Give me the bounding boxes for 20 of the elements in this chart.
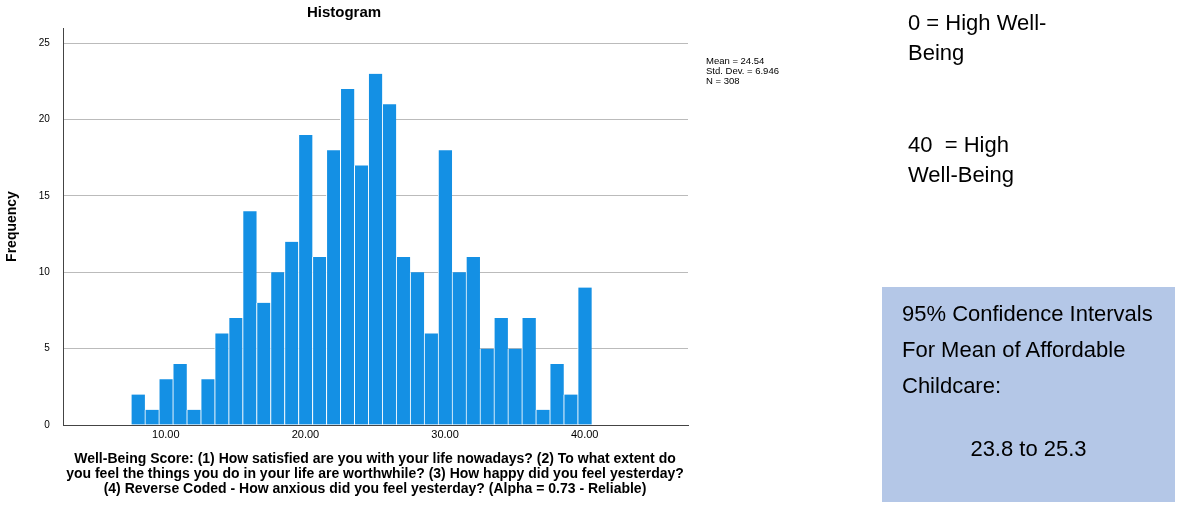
- chart-title: Histogram: [306, 3, 382, 21]
- x-tick-label: 20.00: [291, 427, 320, 440]
- y-tick-label: 10: [38, 266, 51, 278]
- y-tick-label: 25: [38, 37, 51, 49]
- x-tick-label: 10.00: [152, 427, 180, 440]
- y-tick-label: 5: [44, 342, 51, 354]
- y-tick-label: 0: [44, 418, 51, 430]
- y-axis-title: Frequency: [3, 190, 20, 262]
- y-tick-label: 15: [38, 189, 51, 201]
- x-tick-label: 30.00: [431, 427, 459, 440]
- text: N = 308: [706, 75, 741, 86]
- text: 40 = High Well-Being: [908, 131, 1015, 189]
- text: 0 = High Well-Being: [908, 9, 1048, 67]
- text: 23.8 to 25.3: [969, 436, 1088, 462]
- y-tick-label: 20: [38, 113, 51, 125]
- text: Std. Dev. = 6.946: [706, 65, 779, 76]
- x-axis-title: Well-Being Score: (1) How satisfied are you with your life nowadays? (2) To what extent do you feel the things you do in your life are worthwhile? (3) How happy did you feel yesterday? (4) Reverse Coded - How anxious did you feel yesterday? (Alpha = 0.73 - Reliable): [65, 450, 685, 496]
- text: Mean = 24.54: [706, 55, 766, 66]
- x-tick-label: 40.00: [570, 427, 599, 440]
- text: 95% Confidence Intervals For Mean of Affordable Childcare:: [902, 300, 1154, 400]
